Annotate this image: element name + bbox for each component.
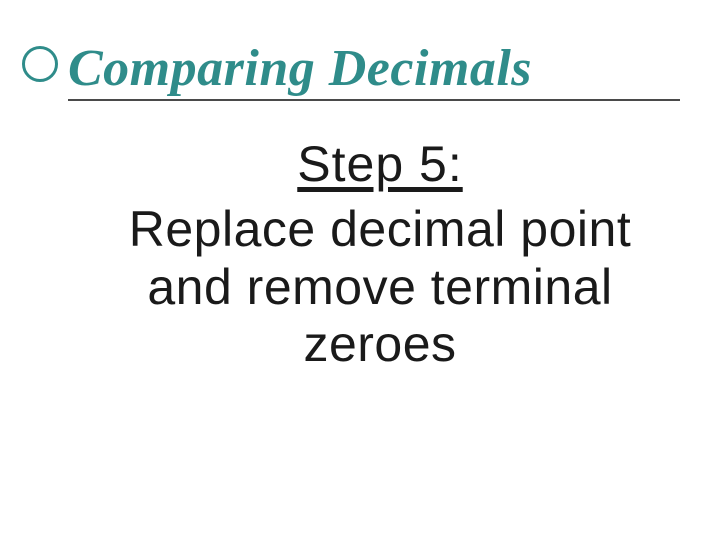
slide-title: Comparing Decimals: [68, 42, 532, 97]
step-heading: Step 5:: [90, 135, 670, 193]
title-area: Comparing Decimals: [68, 42, 680, 101]
slide: Comparing Decimals Step 5: Replace decim…: [0, 0, 720, 540]
body-area: Step 5: Replace decimal point and remove…: [90, 135, 670, 374]
title-underline-rule: [68, 99, 680, 101]
step-body-text: Replace decimal point and remove termina…: [90, 201, 670, 374]
bullet-open-circle-icon: [22, 46, 58, 82]
